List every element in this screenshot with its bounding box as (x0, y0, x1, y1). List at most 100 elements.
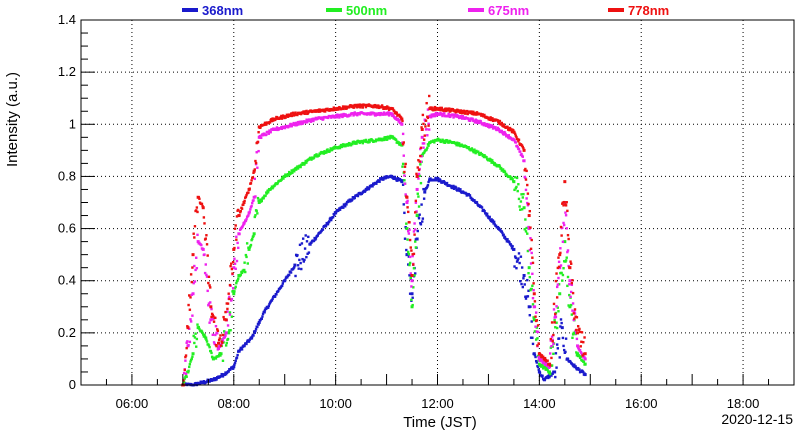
data-point (512, 129, 515, 132)
data-point (530, 320, 533, 323)
data-point (245, 340, 249, 343)
data-point (460, 110, 463, 113)
data-point (490, 161, 493, 164)
data-point (561, 226, 564, 229)
data-point (489, 219, 493, 223)
data-point (348, 141, 351, 145)
data-point (231, 260, 235, 264)
data-point (221, 333, 225, 337)
data-point (414, 238, 418, 241)
data-point (541, 364, 544, 367)
data-point (210, 307, 213, 311)
data-point (559, 251, 562, 255)
data-point (443, 109, 446, 112)
data-point (536, 344, 539, 347)
data-point (347, 200, 351, 203)
data-point (576, 352, 580, 356)
data-point (579, 345, 582, 348)
data-point (408, 238, 412, 242)
data-point (413, 274, 416, 277)
data-point (184, 354, 188, 357)
data-point (473, 199, 476, 202)
legend-label: 368nm (202, 3, 243, 18)
data-point (531, 284, 534, 287)
data-point (532, 318, 536, 322)
data-point (188, 308, 192, 311)
data-point (519, 200, 523, 203)
data-point (323, 108, 326, 111)
data-point (505, 172, 508, 176)
data-point (403, 174, 406, 177)
data-point (263, 308, 267, 312)
data-point (581, 354, 584, 357)
data-point (354, 105, 357, 108)
data-point (214, 333, 217, 337)
data-point (554, 315, 558, 319)
data-point (364, 189, 367, 192)
data-point (566, 284, 569, 288)
data-point (307, 251, 311, 254)
data-point (189, 273, 193, 276)
data-point (421, 217, 425, 220)
data-point (189, 360, 192, 363)
data-point (502, 233, 505, 236)
data-point (217, 341, 221, 345)
data-marks (181, 94, 587, 387)
data-point (502, 133, 505, 136)
data-point (227, 331, 231, 335)
data-point (440, 112, 444, 116)
data-point (440, 106, 444, 110)
data-point (233, 290, 236, 293)
data-point (533, 353, 537, 357)
data-point (451, 108, 455, 111)
data-point (436, 176, 440, 180)
data-point (564, 260, 567, 263)
data-point (572, 312, 575, 315)
data-point (488, 126, 491, 129)
data-point (367, 104, 370, 108)
data-point (339, 143, 343, 147)
data-point (546, 359, 549, 362)
data-point (559, 325, 562, 328)
data-point (479, 120, 482, 123)
data-point (240, 207, 244, 210)
data-point (408, 261, 412, 265)
x-tick-label: 16:00 (625, 396, 658, 411)
data-point (513, 255, 517, 258)
data-point (369, 113, 372, 116)
data-point (237, 246, 240, 250)
data-point (446, 114, 450, 118)
data-point (524, 230, 528, 233)
data-point (364, 103, 367, 107)
data-point (510, 128, 513, 131)
data-point (213, 342, 216, 346)
data-point (198, 197, 201, 200)
data-point (224, 344, 228, 347)
data-point (408, 263, 411, 267)
data-point (233, 262, 237, 265)
data-point (356, 114, 359, 117)
data-point (575, 316, 579, 319)
data-point (299, 261, 302, 265)
data-point (555, 321, 558, 324)
data-point (382, 111, 386, 114)
data-point (248, 187, 251, 190)
data-point (272, 127, 276, 131)
data-point (314, 155, 318, 158)
data-point (217, 338, 221, 342)
data-point (460, 117, 464, 120)
data-point (432, 139, 435, 142)
legend-swatch (182, 8, 198, 12)
data-point (193, 280, 197, 283)
data-point (410, 292, 414, 296)
data-point (357, 105, 361, 108)
data-point (343, 114, 347, 117)
data-point (242, 344, 245, 348)
data-point (340, 113, 344, 116)
data-point (412, 267, 416, 270)
data-point (294, 121, 298, 125)
data-point (448, 113, 451, 116)
data-point (185, 346, 188, 350)
data-point (305, 109, 308, 113)
